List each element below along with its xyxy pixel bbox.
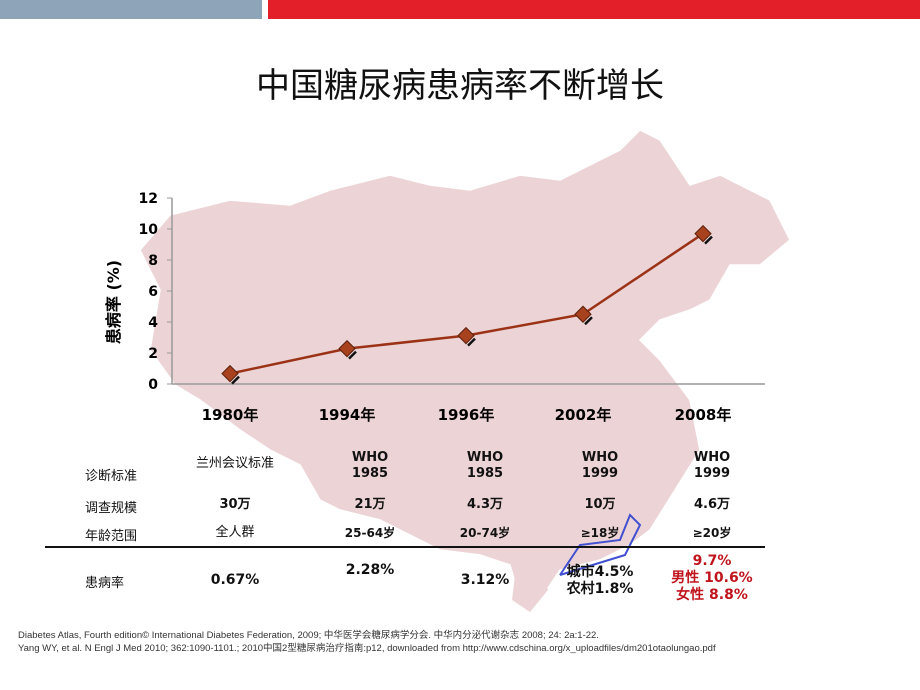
data-point (694, 224, 712, 243)
header-bar-gray (0, 0, 262, 19)
rate-cell: 0.67% (210, 572, 260, 588)
row-label: 诊断标准 (85, 469, 138, 484)
row-label: 患病率 (85, 576, 125, 591)
rate-cell: 城市4.5% (566, 564, 634, 580)
standard-cell: WHO (581, 450, 619, 465)
standard-cell: 1999 (693, 466, 731, 481)
scale-cell: 4.6万 (693, 497, 731, 512)
standard-cell: WHO (693, 450, 731, 465)
row-label: 调查规模 (85, 501, 138, 516)
y-tick-label: 4 (148, 315, 158, 331)
y-axis-label: 患病率 (%) (104, 259, 123, 345)
rate-cell: 9.7% (692, 553, 732, 569)
standard-cell: WHO (351, 450, 389, 465)
x-tick-label: 1994年 (319, 406, 376, 424)
data-point (338, 339, 356, 358)
data-point (221, 364, 239, 383)
rate-cell: 女性 8.8% (676, 587, 748, 603)
x-tick-label: 2002年 (555, 406, 612, 424)
marker-shadow (584, 316, 593, 326)
footnotes: Diabetes Atlas, Fourth edition© Internat… (18, 629, 716, 655)
marker-shadow (467, 337, 476, 347)
footnote-line: Yang WY, et al. N Engl J Med 2010; 362:1… (18, 643, 716, 654)
marker-shadow (231, 375, 240, 385)
rate-cell: 农村1.8% (566, 581, 634, 597)
x-tick-label: 1996年 (438, 406, 495, 424)
age-cell: 全人群 (215, 525, 255, 540)
y-tick-label: 12 (139, 191, 158, 207)
header-bar-red (268, 0, 920, 19)
data-point (457, 326, 475, 345)
scale-cell: 10万 (584, 497, 616, 512)
rate-cell: 男性 10.6% (671, 570, 753, 586)
standard-cell: 兰州会议标准 (195, 456, 274, 471)
age-cell: 25-64岁 (344, 526, 396, 540)
table-divider (45, 546, 765, 548)
rate-cell: 3.12% (460, 572, 510, 588)
data-point (574, 305, 592, 323)
scale-cell: 4.3万 (466, 497, 504, 512)
y-tick-label: 2 (148, 346, 158, 362)
standard-cell: 1999 (581, 466, 619, 481)
footnote-line: Diabetes Atlas, Fourth edition© Internat… (18, 630, 599, 641)
scale-cell: 21万 (354, 497, 386, 512)
age-cell: ≥18岁 (580, 526, 620, 540)
scale-cell: 30万 (219, 497, 251, 512)
x-tick-label: 2008年 (675, 406, 732, 424)
age-cell: 20-74岁 (459, 526, 511, 540)
marker-shadow (348, 350, 357, 360)
standard-cell: WHO (466, 450, 504, 465)
x-tick-label: 1980年 (202, 406, 259, 424)
age-cell: ≥20岁 (692, 526, 732, 540)
marker-shadow (704, 235, 713, 245)
y-tick-label: 8 (148, 253, 158, 269)
row-label: 年龄范围 (85, 529, 138, 544)
y-tick-label: 10 (139, 222, 159, 238)
y-tick-label: 0 (148, 377, 158, 393)
chart: 0 2 4 6 8 10 12 1980年 1994年 1996年 2002年 2008年 (139, 191, 765, 424)
y-tick-label: 6 (148, 284, 158, 300)
standard-cell: 1985 (351, 466, 389, 481)
standard-cell: 1985 (466, 466, 504, 481)
slide-title: 中国糖尿病患病率不断增长 (256, 66, 664, 106)
rate-cell: 2.28% (345, 562, 395, 578)
